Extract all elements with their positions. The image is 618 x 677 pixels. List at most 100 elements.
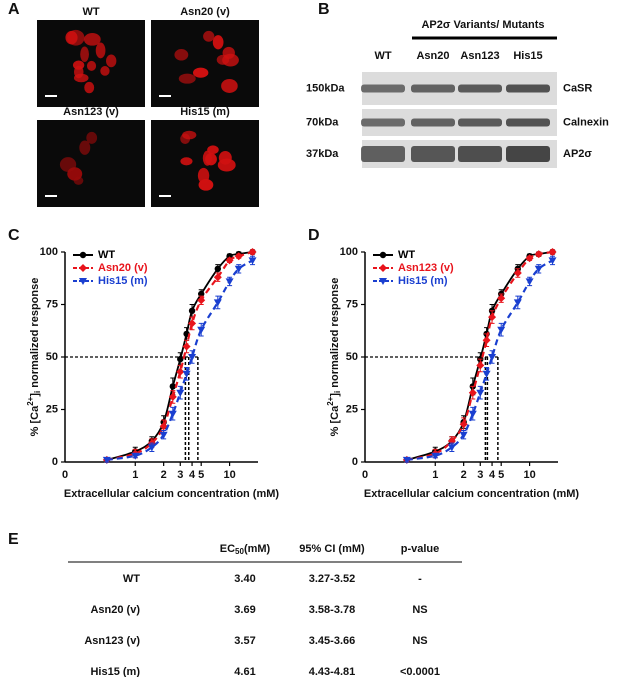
data-point	[468, 388, 477, 397]
y-axis-label-part: 2+	[26, 396, 35, 405]
column-header: p-value	[401, 543, 440, 555]
chart: D % [Ca2+]i normalized response Extracellu…	[308, 227, 579, 500]
table-cell: 4.43-4.81	[309, 666, 355, 677]
table-cell: 4.61	[234, 666, 255, 677]
y-axis-label-part: i	[33, 391, 42, 393]
table-cell: <0.0001	[400, 666, 440, 677]
data-point	[459, 420, 468, 429]
data-point	[402, 456, 411, 464]
legend-label: Asn123 (v)	[398, 262, 454, 274]
blot-band	[411, 146, 455, 162]
cell	[180, 133, 191, 144]
y-tick-label: 0	[52, 456, 58, 468]
data-point	[214, 265, 222, 272]
data-point	[548, 248, 557, 256]
cell	[106, 54, 117, 68]
data-point	[482, 336, 491, 345]
blot-band	[506, 84, 550, 93]
cell	[79, 140, 91, 155]
chart: C % [Ca2+]i normalized response Extracellu…	[8, 227, 279, 500]
blot-band	[506, 146, 550, 162]
data-point	[534, 250, 543, 259]
table-cell: 3.27-3.52	[309, 573, 355, 585]
image-label: Asn20 (v)	[180, 6, 230, 18]
panel-label: D	[308, 227, 320, 244]
data-point	[176, 367, 185, 376]
y-tick-label: 0	[352, 456, 358, 468]
legend-label: His15 (m)	[398, 275, 448, 287]
y-axis-label-part: normalized response	[29, 278, 41, 391]
cell	[198, 179, 214, 191]
panel-label: A	[8, 1, 20, 18]
data-point	[447, 444, 456, 452]
y-axis-label-part: 2+	[326, 396, 335, 405]
data-point	[147, 444, 156, 452]
data-point	[525, 278, 534, 286]
blot-band	[458, 118, 502, 127]
lane-label: WT	[374, 50, 391, 62]
x-tick-label: 10	[223, 469, 235, 481]
legend-marker	[79, 278, 87, 285]
data-point	[177, 355, 184, 363]
lane-label: His15	[513, 50, 542, 62]
data-point	[131, 452, 140, 460]
legend-marker	[379, 278, 387, 285]
cell	[178, 73, 196, 84]
data-point	[234, 265, 243, 273]
y-tick-label: 50	[46, 351, 58, 363]
data-point	[459, 431, 468, 439]
y-axis-label-part: ]	[29, 393, 41, 397]
data-point	[225, 278, 234, 286]
x-axis-label: Extracellular calcium concentration (mM)	[364, 488, 580, 500]
panel-label: B	[318, 1, 330, 18]
legend-marker	[79, 264, 87, 272]
x-tick-label: 5	[198, 469, 204, 481]
cell	[100, 66, 110, 76]
y-axis-label-part: normalized response	[329, 278, 341, 391]
data-point	[248, 248, 257, 256]
y-tick-label: 75	[46, 298, 58, 310]
x-axis-label: Extracellular calcium concentration (mM)	[64, 488, 280, 500]
data-point	[168, 392, 177, 401]
data-point	[188, 319, 197, 328]
cell	[80, 46, 89, 62]
blot-band	[361, 118, 405, 127]
cell	[72, 60, 85, 70]
data-point	[488, 313, 497, 322]
cell	[180, 157, 193, 166]
legend-marker	[379, 251, 387, 259]
blot-band	[361, 146, 405, 162]
table-cell: 3.58-3.78	[309, 604, 355, 616]
protein-label: AP2σ	[563, 148, 592, 160]
data-point	[168, 410, 177, 418]
data-point	[159, 422, 168, 431]
protein-label: Calnexin	[563, 116, 609, 128]
cell	[84, 81, 95, 94]
image-label: Asn123 (v)	[63, 106, 119, 118]
cell	[174, 49, 189, 61]
lane-label: Asn123	[460, 50, 499, 62]
image-label: WT	[82, 6, 99, 18]
data-point	[248, 257, 257, 265]
x-tick-label: 5	[498, 469, 504, 481]
column-header: EC50(mM)	[220, 543, 271, 556]
data-point	[497, 326, 506, 334]
data-point	[513, 299, 522, 307]
x-tick-label: 1	[132, 469, 138, 481]
y-axis-label: % [Ca2+]i normalized response	[326, 278, 342, 437]
table-cell: NS	[412, 604, 427, 616]
x-tick-label: 3	[477, 469, 483, 481]
lane-label: Asn20	[416, 50, 449, 62]
data-point	[198, 290, 205, 298]
x-tick-label: 1	[432, 469, 438, 481]
blot-band	[411, 118, 455, 127]
image-label: His15 (m)	[180, 106, 230, 118]
data-point	[476, 361, 485, 370]
cell	[86, 131, 98, 144]
protein-label: CaSR	[563, 82, 592, 94]
x-tick-label: 2	[461, 469, 467, 481]
mw-label: 70kDa	[306, 116, 339, 128]
row-label: His15 (m)	[90, 666, 140, 677]
y-tick-label: 100	[40, 246, 58, 258]
cell	[202, 150, 213, 166]
